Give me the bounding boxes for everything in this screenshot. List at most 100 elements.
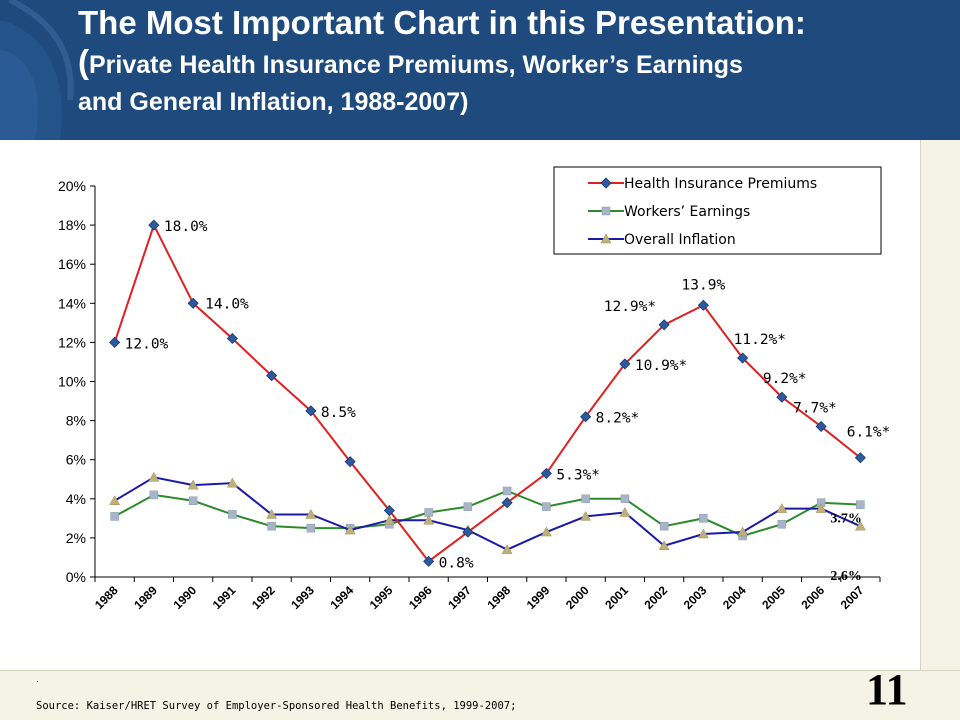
data-point-premiums — [148, 219, 160, 231]
data-label: 13.9% — [682, 277, 726, 293]
data-point-inflation — [226, 477, 238, 488]
title-line-2-text: Private Health Insurance Premiums, Worke… — [89, 51, 743, 79]
data-point-inflation — [580, 510, 592, 521]
data-point-premiums — [383, 504, 395, 517]
data-point-premiums — [266, 370, 278, 382]
data-point-inflation — [423, 514, 435, 525]
legend-label-earnings: Workers’ Earnings — [624, 204, 750, 220]
data-point-premiums — [226, 332, 238, 345]
data-label: 8.5% — [321, 405, 356, 421]
data-label: 6.1%* — [847, 425, 891, 441]
data-point-inflation — [815, 503, 827, 513]
y-tick-label: 0% — [66, 569, 86, 585]
data-point-inflation — [540, 526, 552, 537]
data-label: 8.2%* — [596, 411, 640, 427]
data-point-premiums — [187, 297, 199, 309]
y-tick-label: 14% — [58, 295, 86, 311]
data-point-earnings — [228, 510, 237, 519]
data-point-premiums — [580, 411, 592, 423]
data-point-earnings — [542, 502, 551, 511]
frame-vertical-line — [920, 140, 921, 670]
data-point-premiums — [854, 452, 866, 464]
data-label: 12.0% — [125, 336, 169, 352]
page-number: 11 — [866, 665, 908, 714]
data-point-earnings — [188, 496, 198, 506]
y-tick-label: 10% — [58, 374, 86, 390]
data-point-premiums — [776, 391, 788, 403]
side-label: 3.7% — [830, 512, 862, 527]
y-tick-label: 16% — [58, 256, 86, 272]
series-line-inflation — [114, 476, 861, 551]
data-point-premiums — [815, 420, 827, 433]
data-point-inflation — [697, 528, 709, 539]
line-chart: 0%2%4%6%8%10%12%14%16%18%20%1988 1989 1990… — [0, 140, 920, 670]
data-point-earnings — [699, 514, 708, 523]
data-point-earnings — [149, 490, 159, 500]
y-tick-label: 6% — [66, 452, 86, 468]
title-line-3: and General Inflation, 1988-2007) — [78, 88, 469, 116]
series-line-premiums — [113, 222, 861, 563]
data-point-inflation — [305, 508, 317, 519]
data-point-earnings — [659, 521, 669, 531]
data-point-premiums — [658, 319, 670, 331]
data-point-premiums — [619, 358, 631, 370]
title-line-2: (Private Health Insurance Premiums, Work… — [78, 43, 948, 84]
data-point-inflation — [383, 514, 395, 525]
data-point-inflation — [266, 508, 278, 519]
header-swoosh-decoration — [0, 0, 74, 140]
data-point-earnings — [463, 502, 473, 511]
data-point-premiums — [344, 456, 356, 468]
y-tick-label: 2% — [66, 530, 86, 546]
data-label: 5.3%* — [556, 467, 600, 483]
data-point-inflation — [776, 503, 788, 513]
data-point-premiums — [540, 467, 552, 479]
y-tick-label: 18% — [58, 217, 86, 233]
data-label: 12.9%* — [604, 299, 656, 315]
data-point-premiums — [737, 352, 749, 364]
data-point-earnings — [581, 494, 590, 504]
data-point-premiums — [109, 336, 121, 348]
data-point-inflation — [148, 471, 160, 482]
data-point-inflation — [854, 520, 866, 531]
data-point-earnings — [620, 494, 630, 504]
data-point-earnings — [110, 512, 119, 521]
y-tick-label: 20% — [58, 178, 86, 194]
slide-title: The Most Important Chart in this Present… — [78, 2, 948, 121]
data-point-premiums — [305, 405, 317, 417]
data-point-inflation — [501, 544, 513, 554]
side-label: 2.6% — [830, 569, 862, 584]
data-point-earnings — [502, 486, 512, 496]
data-label: 10.9%* — [635, 358, 687, 374]
data-label: 18.0% — [164, 219, 208, 235]
y-tick-label: 8% — [66, 413, 86, 429]
legend-marker-premiums — [600, 177, 612, 189]
title-line-1: The Most Important Chart in this Present… — [78, 4, 806, 41]
data-label: 14.0% — [205, 296, 249, 312]
data-point-earnings — [777, 519, 787, 529]
data-point-inflation — [737, 526, 749, 537]
data-label: 0.8% — [439, 555, 474, 571]
legend-marker-earnings — [601, 206, 611, 216]
data-point-premiums — [697, 299, 709, 311]
footer-dot: . — [36, 674, 39, 685]
data-label: 9.2%* — [763, 371, 807, 387]
title-paren: ( — [78, 43, 89, 80]
data-point-premiums — [462, 526, 474, 538]
data-point-earnings — [306, 523, 316, 533]
slide-header: The Most Important Chart in this Present… — [0, 0, 960, 140]
y-tick-label: 4% — [66, 491, 86, 507]
data-point-inflation — [109, 495, 121, 506]
data-point-inflation — [187, 479, 199, 490]
data-point-inflation — [619, 506, 631, 517]
data-point-inflation — [658, 540, 670, 550]
data-point-premiums — [501, 497, 513, 509]
data-point-inflation — [344, 524, 356, 535]
legend-label-inflation: Overall Inflation — [624, 232, 736, 248]
data-point-earnings — [267, 521, 276, 531]
data-label: 7.7%* — [793, 400, 837, 416]
data-point-premiums — [423, 555, 435, 567]
frame-horizontal-line — [0, 670, 960, 671]
source-note: Source: Kaiser/HRET Survey of Employer-S… — [36, 700, 517, 712]
data-point-earnings — [856, 500, 865, 509]
data-label: 11.2%* — [734, 332, 786, 348]
